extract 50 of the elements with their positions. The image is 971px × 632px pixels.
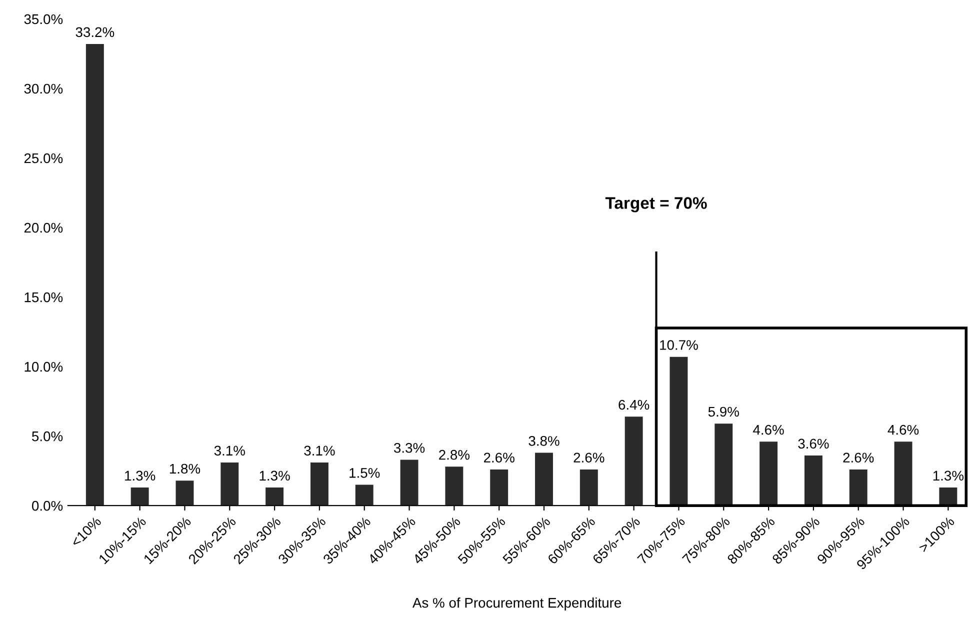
data-label: 1.5% bbox=[350, 468, 380, 478]
bar bbox=[130, 488, 149, 506]
data-label: 1.3% bbox=[260, 470, 290, 481]
y-tick-label: 35.0% bbox=[24, 14, 63, 24]
bar bbox=[535, 452, 553, 506]
bar bbox=[86, 44, 104, 506]
data-label: 1.8% bbox=[170, 464, 200, 474]
y-tick-label: 20.0% bbox=[24, 222, 63, 233]
bar bbox=[624, 416, 643, 506]
data-label: 6.4% bbox=[618, 400, 650, 410]
bar bbox=[490, 469, 508, 506]
bar bbox=[445, 466, 464, 506]
bar bbox=[804, 456, 822, 506]
data-label: 2.6% bbox=[484, 452, 514, 463]
bar bbox=[580, 469, 598, 506]
data-label: 4.6% bbox=[888, 424, 919, 435]
data-label: 1.3% bbox=[125, 470, 156, 481]
data-label: 2.8% bbox=[439, 450, 470, 460]
ref-line-label: Target = 70% bbox=[605, 197, 707, 212]
data-label: 3.8% bbox=[528, 436, 560, 446]
data-label: 5.9% bbox=[708, 406, 739, 417]
bar bbox=[849, 469, 868, 506]
bar bbox=[355, 484, 374, 506]
data-label: 2.6% bbox=[843, 452, 874, 463]
data-label: 33.2% bbox=[76, 27, 114, 38]
y-tick-label: 10.0% bbox=[24, 362, 63, 372]
bar bbox=[714, 424, 733, 506]
data-label: 1.3% bbox=[933, 470, 964, 481]
bar bbox=[310, 462, 328, 506]
bar bbox=[894, 442, 912, 506]
bar bbox=[220, 462, 239, 506]
data-label: 3.3% bbox=[394, 442, 425, 453]
y-tick-label: 5.0% bbox=[32, 431, 63, 442]
bar bbox=[670, 356, 688, 506]
bar bbox=[760, 442, 778, 506]
data-label: 10.7% bbox=[660, 340, 698, 350]
bar bbox=[176, 480, 194, 506]
y-tick-label: 25.0% bbox=[24, 153, 63, 164]
bar bbox=[266, 488, 284, 506]
data-label: 3.1% bbox=[214, 446, 245, 456]
y-tick-label: 15.0% bbox=[24, 292, 63, 302]
y-tick-label: 30.0% bbox=[24, 84, 63, 94]
bar bbox=[400, 460, 418, 506]
data-label: 3.6% bbox=[798, 438, 829, 449]
bar bbox=[939, 488, 958, 506]
data-label: 4.6% bbox=[753, 424, 784, 435]
x-axis-title: As % of Procurement Expenditure bbox=[412, 598, 622, 610]
data-label: 3.1% bbox=[304, 446, 335, 456]
data-label: 2.6% bbox=[574, 452, 604, 463]
y-tick-label: 0.0% bbox=[32, 500, 63, 511]
